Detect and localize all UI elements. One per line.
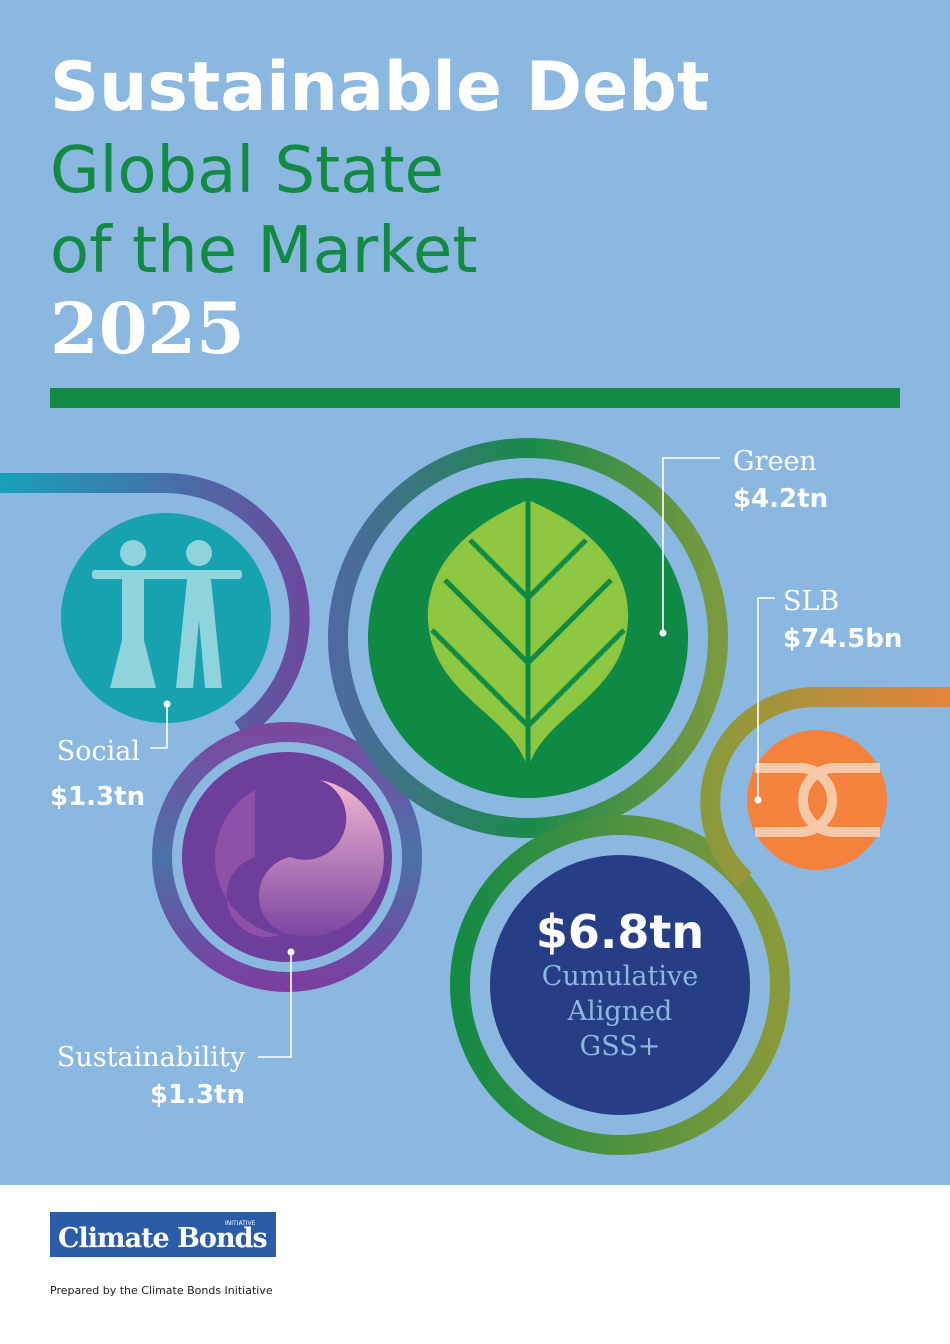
footer-note: Prepared by the Climate Bonds Initiative	[50, 1284, 273, 1297]
ring	[700, 686, 950, 888]
ring	[328, 438, 728, 838]
subtitle: of the Market	[50, 214, 477, 288]
total-caption: Aligned	[567, 996, 673, 1027]
slb-circle	[747, 730, 887, 870]
segment-amount: $1.3tn	[150, 1080, 245, 1110]
subtitle: Global State	[50, 134, 444, 208]
logo	[50, 1212, 276, 1257]
ring	[450, 815, 790, 1155]
ring	[0, 473, 310, 739]
total-caption: GSS+	[580, 1031, 661, 1062]
ring	[152, 722, 422, 992]
segment-amount: $4.2tn	[733, 484, 828, 514]
segment-label: Sustainability	[57, 1042, 246, 1073]
logo-tag: INITIATIVE	[225, 1220, 256, 1227]
leader-lines	[150, 457, 775, 1058]
people-icon	[92, 540, 242, 688]
total-circle	[490, 855, 750, 1115]
logo-text: Climate Bonds	[58, 1223, 267, 1254]
swirl	[258, 780, 384, 937]
social-circle	[61, 513, 271, 723]
segment-label: SLB	[783, 586, 839, 617]
leaf-veins	[430, 500, 626, 770]
title: Sustainable Debt	[50, 48, 709, 127]
swirl	[215, 790, 280, 937]
total-caption: Cumulative	[542, 961, 699, 992]
segment-label: Green	[733, 446, 817, 477]
year: 2025	[50, 287, 245, 370]
total-amount: $6.8tn	[536, 905, 704, 959]
divider	[50, 388, 900, 408]
segment-amount: $74.5bn	[783, 624, 902, 654]
links-icon	[755, 763, 880, 837]
segment-label: Social	[57, 736, 140, 767]
segment-amount: $1.3tn	[50, 782, 145, 812]
